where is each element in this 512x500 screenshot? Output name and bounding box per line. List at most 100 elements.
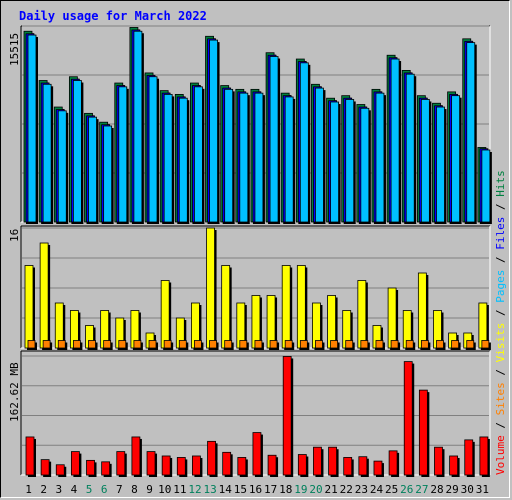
bar-volume-day-17 (267, 454, 277, 476)
day-label-23: 23 (355, 483, 368, 496)
bar-visits-day-27 (417, 272, 427, 349)
bar-pages-day-7 (118, 86, 128, 223)
day-label-17: 17 (264, 483, 277, 496)
bar-volume-day-11 (176, 457, 186, 476)
bar-volume-day-18 (282, 356, 292, 476)
day-label-30: 30 (461, 483, 474, 496)
day-label-24: 24 (370, 483, 384, 496)
bar-visits-day-23 (357, 280, 367, 349)
bar-sites-day-3 (57, 340, 66, 349)
bar-volume-day-6 (101, 461, 111, 476)
bar-pages-day-26 (405, 73, 415, 223)
axis-max-label-hits-files-pages: 15515 (8, 33, 21, 66)
day-label-31: 31 (476, 483, 489, 496)
bar-pages-day-18 (284, 96, 294, 223)
day-label-9: 9 (146, 483, 153, 496)
bar-volume-day-7 (116, 451, 126, 476)
bar-pages-day-20 (315, 87, 324, 223)
bar-volume-day-5 (86, 459, 95, 476)
bar-sites-day-6 (103, 340, 112, 349)
bar-volume-day-28 (434, 446, 443, 476)
bar-pages-day-8 (133, 30, 143, 223)
bar-pages-day-14 (224, 88, 234, 223)
bar-visits-day-19 (296, 265, 306, 349)
bar-volume-day-14 (222, 451, 232, 476)
bar-pages-day-29 (451, 95, 461, 223)
bar-volume-day-1 (25, 436, 35, 476)
day-label-20: 20 (309, 483, 322, 496)
bar-volume-day-19 (297, 454, 307, 476)
bar-volume-day-8 (131, 436, 141, 476)
bar-pages-day-11 (178, 97, 188, 223)
bar-volume-day-2 (40, 459, 50, 476)
bar-pages-day-27 (420, 99, 430, 223)
bar-volume-day-16 (252, 432, 262, 476)
day-label-1: 1 (25, 483, 32, 496)
bar-visits-day-10 (160, 280, 170, 349)
bar-sites-day-2 (42, 340, 51, 349)
day-label-4: 4 (71, 483, 78, 496)
bar-pages-day-6 (103, 125, 113, 223)
bar-sites-day-11 (178, 340, 187, 349)
bar-pages-day-25 (390, 58, 400, 223)
bar-sites-day-9 (148, 340, 157, 349)
day-label-27: 27 (415, 483, 428, 496)
bar-pages-day-21 (330, 101, 339, 223)
bar-pages-day-17 (269, 56, 279, 223)
bar-volume-day-10 (161, 455, 171, 476)
panel-visits-sites: 16 (8, 225, 491, 350)
legend-separator: / (494, 362, 507, 382)
legend-item-visits: Visits (494, 323, 507, 363)
bar-volume-day-3 (55, 464, 65, 476)
bar-visits-day-14 (221, 265, 231, 349)
legend-item-files: Files (494, 217, 507, 250)
day-label-25: 25 (385, 483, 398, 496)
bar-sites-day-14 (224, 340, 233, 349)
day-label-19: 19 (294, 483, 307, 496)
day-label-18: 18 (279, 483, 292, 496)
day-label-13: 13 (203, 483, 216, 496)
right-legend: Volume / Sites / Visits / Pages / Files … (494, 170, 507, 475)
day-label-8: 8 (131, 483, 138, 496)
bar-volume-day-22 (343, 457, 353, 476)
legend-item-hits: Hits (494, 170, 507, 197)
bar-sites-day-18 (284, 340, 293, 349)
bar-pages-day-19 (299, 62, 309, 223)
bar-pages-day-31 (481, 149, 491, 223)
bar-sites-day-17 (269, 340, 278, 349)
legend-separator: / (494, 250, 507, 270)
legend-text: Volume / Sites / Visits / Pages / Files … (494, 170, 507, 475)
bar-pages-day-22 (345, 99, 355, 223)
bar-sites-day-24 (375, 340, 384, 349)
bar-pages-day-2 (42, 83, 52, 223)
bar-pages-day-30 (466, 42, 476, 223)
bar-volume-day-25 (388, 450, 398, 476)
bar-pages-day-10 (163, 94, 173, 223)
bar-volume-day-30 (464, 439, 474, 476)
bar-sites-day-1 (27, 340, 36, 349)
legend-separator: / (494, 197, 507, 217)
bar-sites-day-21 (330, 340, 338, 349)
legend-item-pages: Pages (494, 270, 507, 303)
bar-pages-day-23 (360, 107, 370, 223)
bar-volume-day-12 (192, 455, 201, 476)
chart-panels: 15515 16 162.62 MB (8, 25, 492, 477)
bar-sites-day-23 (360, 340, 369, 349)
bar-sites-day-10 (163, 340, 172, 349)
bar-volume-day-21 (328, 446, 337, 476)
bar-pages-day-9 (148, 76, 158, 223)
bar-sites-day-13 (209, 340, 217, 349)
bar-pages-day-12 (194, 86, 203, 223)
panel-volume: 162.62 MB (8, 350, 491, 477)
bar-sites-day-26 (405, 340, 414, 349)
day-label-11: 11 (173, 483, 186, 496)
legend-item-sites: Sites (494, 382, 507, 415)
legend-item-volume: Volume (494, 435, 507, 475)
day-label-28: 28 (430, 483, 443, 496)
bar-sites-day-7 (118, 340, 127, 349)
bar-visits-day-2 (39, 242, 49, 349)
day-label-15: 15 (234, 483, 247, 496)
bar-pages-day-5 (88, 116, 97, 223)
bar-pages-day-13 (209, 39, 218, 223)
day-label-3: 3 (56, 483, 63, 496)
